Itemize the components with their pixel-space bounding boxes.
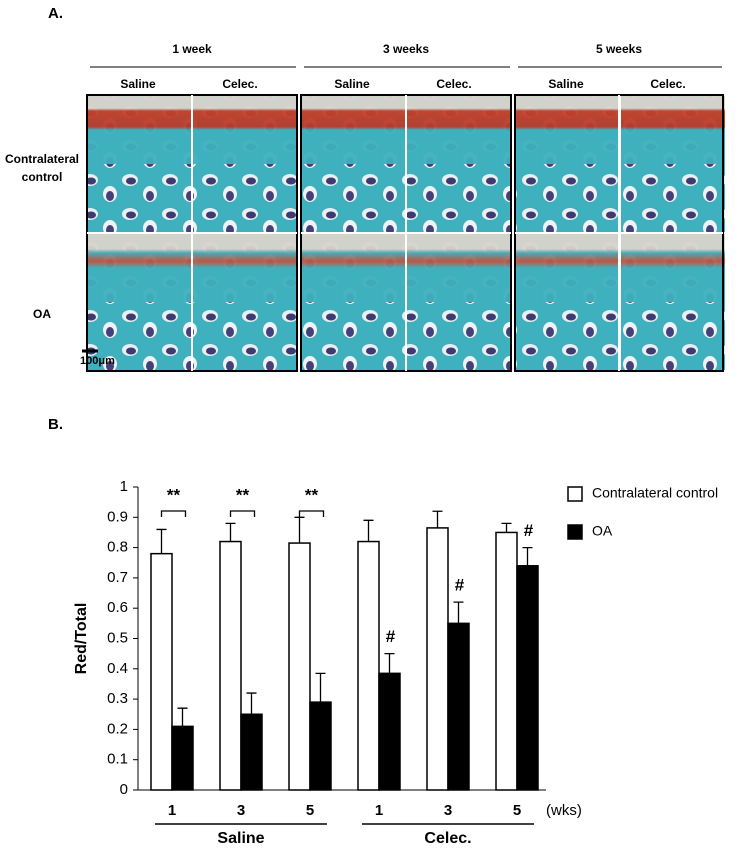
oa-mark: #: [386, 627, 396, 646]
significance-bracket: [160, 510, 187, 517]
bar: [219, 540, 242, 791]
bar: [495, 531, 518, 791]
y-tick-label: 0.9: [107, 508, 128, 525]
column-header: 5 weeks: [596, 42, 642, 56]
histology-cartilage: [193, 96, 297, 164]
histology-cartilage: [515, 234, 619, 302]
error-bar: [432, 510, 443, 528]
oa-mark: #: [455, 576, 465, 595]
y-tick-label: 0.5: [107, 629, 128, 646]
histology-cartilage: [301, 234, 405, 302]
bar: [516, 565, 539, 791]
significance-mark: **: [167, 485, 181, 504]
bar: [171, 725, 194, 791]
column-header: 3 weeks: [383, 42, 429, 56]
error-bar: [453, 601, 464, 624]
y-tick-label: 0.4: [107, 660, 128, 677]
y-tick-label: 0.1: [107, 751, 128, 768]
bar: [357, 540, 380, 791]
y-tick-label: 0.3: [107, 690, 128, 707]
error-bar: [363, 519, 374, 542]
x-tick-label: 5: [513, 802, 521, 819]
x-tick-label: 3: [237, 802, 245, 819]
y-tick-label: 0.6: [107, 599, 128, 616]
subcolumn-header: Saline: [120, 77, 156, 91]
error-bar: [315, 672, 326, 703]
histology-cartilage: [87, 234, 191, 302]
group-label: Saline: [217, 830, 264, 846]
subcolumn-header: Celec.: [436, 77, 471, 91]
y-tick-label: 0.8: [107, 539, 128, 556]
bar: [426, 527, 449, 791]
x-tick-label: 5: [306, 802, 314, 819]
bar: [447, 622, 470, 791]
subcolumn-header: Celec.: [222, 77, 257, 91]
histology-cartilage: [87, 96, 191, 164]
significance-mark: **: [305, 485, 319, 504]
row-label: OA: [33, 307, 51, 321]
significance-bracket: [229, 510, 256, 517]
error-bar: [156, 528, 167, 554]
histology-cartilage: [407, 234, 511, 302]
legend-label: OA: [592, 523, 613, 539]
error-bar: [522, 546, 533, 566]
y-tick-label: 1: [120, 478, 128, 495]
legend-swatch: [567, 524, 583, 540]
subcolumn-header: Saline: [334, 77, 370, 91]
histology-cartilage: [301, 96, 405, 164]
legend-swatch: [567, 486, 583, 502]
x-tick-label: 3: [444, 802, 452, 819]
error-bar: [501, 522, 512, 533]
y-axis-label: Red/Total: [73, 603, 90, 675]
y-tick-label: 0.7: [107, 569, 128, 586]
x-unit: (wks): [546, 802, 582, 819]
column-header: 1 week: [172, 42, 212, 56]
legend-label: Contralateral control: [592, 485, 718, 501]
histology-cartilage: [621, 234, 725, 302]
histology-cartilage: [193, 234, 297, 302]
error-bar: [294, 516, 305, 544]
bar: [240, 713, 263, 791]
significance-mark: **: [236, 485, 250, 504]
group-label: Celec.: [424, 830, 471, 846]
bar: [378, 672, 401, 791]
row-label: Contralateral control: [5, 152, 79, 184]
error-bar: [246, 692, 257, 715]
x-tick-label: 1: [168, 802, 176, 819]
oa-mark: #: [524, 521, 534, 540]
error-bar: [177, 707, 188, 727]
panel-label: B.: [48, 416, 63, 433]
subcolumn-header: Celec.: [650, 77, 685, 91]
histology-cartilage: [621, 96, 725, 164]
subcolumn-header: Saline: [548, 77, 584, 91]
x-tick-label: 1: [375, 802, 383, 819]
bar: [309, 701, 332, 791]
bar: [150, 552, 173, 791]
histology-cartilage: [407, 96, 511, 164]
y-tick-label: 0: [120, 781, 128, 798]
bar: [288, 542, 311, 791]
scale-bar-label: 100μm: [80, 355, 115, 367]
histology-cartilage: [515, 96, 619, 164]
error-bar: [225, 522, 236, 542]
significance-bracket: [298, 510, 325, 517]
y-tick-label: 0.2: [107, 720, 128, 737]
panel-label: A.: [48, 5, 63, 22]
error-bar: [384, 653, 395, 674]
